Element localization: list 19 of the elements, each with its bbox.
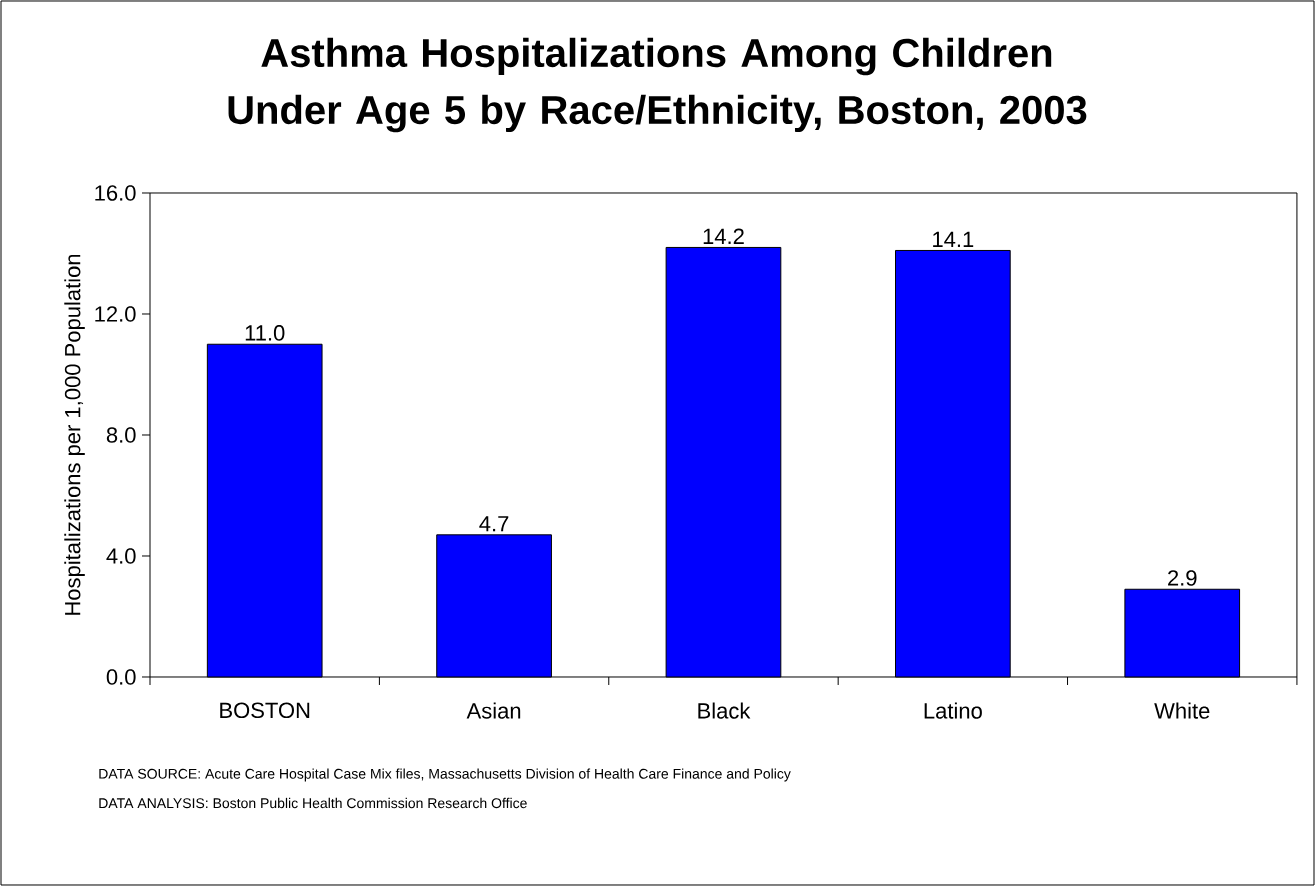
x-tick-label: BOSTON	[220, 702, 310, 719]
x-tick-label: Black	[698, 702, 751, 719]
text: DATA ANALYSIS: Boston Public Health Commission Research Office	[99, 797, 527, 809]
data-label: 11.0	[245, 325, 285, 341]
x-tick-label: White	[1154, 702, 1210, 719]
data-label: 2.9	[1168, 570, 1197, 586]
x-tick-label: Latino	[924, 702, 982, 719]
data-label: 14.1	[933, 231, 974, 247]
y-tick-label: 4.0	[106, 548, 136, 564]
y-tick-label: 12.0	[95, 306, 136, 322]
source-note: DATA SOURCE: Acute Care Hospital Case Mix files, Massachusetts Division of Health Care Finance and Policy	[99, 768, 791, 782]
x-tick-label: Asian	[466, 702, 521, 719]
y-tick-label: 0.0	[106, 669, 136, 685]
data-label: 14.2	[703, 228, 744, 244]
y-axis-title: Hospitalizations per 1,000 Population	[64, 254, 85, 615]
data-label: 4.7	[479, 516, 509, 532]
chart-title: Asthma Hospitalizations Among Children Under Age 5 by Race/Ethnicity, Boston, 2003	[228, 37, 1087, 133]
y-tick-label: 8.0	[106, 427, 136, 443]
y-tick-label: 16.0	[95, 185, 136, 201]
